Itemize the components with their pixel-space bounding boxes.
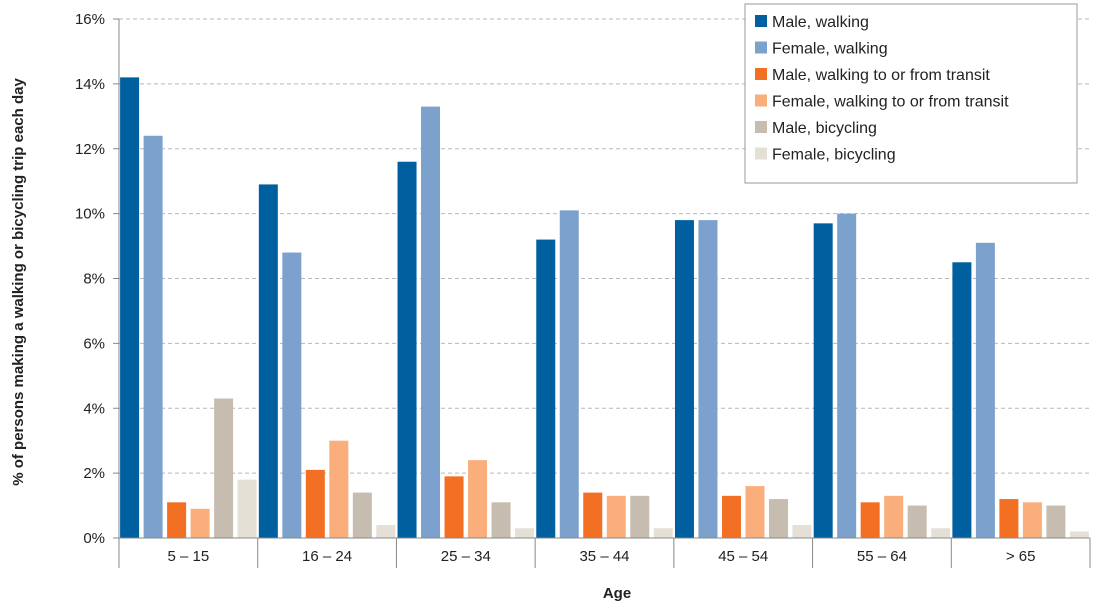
legend-entry: Female, walking [772,41,888,58]
bar [214,398,234,538]
legend-box [744,3,1078,184]
bar [397,161,417,538]
bar [721,495,741,538]
bar [282,252,302,539]
bar [630,495,650,538]
bars [120,77,1089,539]
bar [768,499,788,538]
bar [536,239,556,538]
bar [931,528,951,538]
bar [975,242,995,538]
bar [813,223,833,538]
y-axis-title: % of persons making a walking or bicycli… [10,78,27,486]
bar [1046,505,1066,538]
bar [837,213,857,538]
legend-entry: Female, bicycling [772,147,896,164]
y-tick-label: 12% [75,141,105,158]
bar [515,528,535,538]
gridlines [119,18,1090,474]
bar [792,525,812,538]
y-tick-label: 8% [83,271,105,288]
legend: Male, walking Female, walking Male, walkin… [744,3,1078,184]
bar [653,528,673,538]
bar [376,525,396,538]
x-tick-label: > 65 [1006,548,1036,565]
legend-swatch [755,15,767,27]
bar [583,492,603,538]
x-axis-title: Age [603,585,631,602]
y-tick-label: 16% [75,11,105,28]
bar [674,220,694,539]
bar [190,508,210,538]
legend-swatch [755,147,767,160]
bar [559,210,579,538]
bar [237,479,257,538]
bar [468,460,488,538]
bar [120,77,140,538]
bar [352,492,372,538]
x-tick-label: 5 – 15 [167,548,209,565]
bar [1069,531,1089,538]
bar [884,495,904,538]
bar [860,502,880,538]
bar [421,106,441,539]
bar [258,184,278,538]
bar [329,440,349,538]
bar [1022,502,1042,538]
y-tick-label: 0% [83,530,105,547]
bar [305,469,325,538]
x-tick-label: 35 – 44 [579,548,629,565]
bar [907,505,927,538]
bar [167,502,187,538]
legend-entry: Male, walking to or from transit [772,67,990,84]
legend-entry: Female, walking to or from transit [772,94,1009,111]
legend-entry: Male, walking [772,14,869,31]
x-tick-label: 25 – 34 [441,548,491,565]
x-tick-label: 55 – 64 [857,548,907,565]
axes: 0% 2% 4% 6% 8% 10% 12% 14% 16% 5 – 15 16 – 24 25 – … [75,11,1091,568]
legend-swatch [755,121,767,133]
bar [491,502,511,538]
y-tick-label: 10% [75,206,105,223]
x-tick-label: 16 – 24 [302,548,352,565]
legend-swatch [755,94,767,107]
bar [999,499,1019,538]
legend-entry: Male, bicycling [772,120,877,137]
y-tick-label: 6% [83,335,105,352]
bar [606,495,626,538]
y-tick-label: 14% [75,76,105,93]
legend-swatch [755,41,767,54]
x-tick-label: 45 – 54 [718,548,768,565]
bar [143,135,163,538]
legend-swatch [755,68,767,80]
y-tick-label: 4% [83,400,105,417]
bar [698,220,718,539]
bar [444,476,464,538]
y-tick-label: 2% [83,465,105,482]
bar [952,262,972,538]
bar [745,486,765,538]
